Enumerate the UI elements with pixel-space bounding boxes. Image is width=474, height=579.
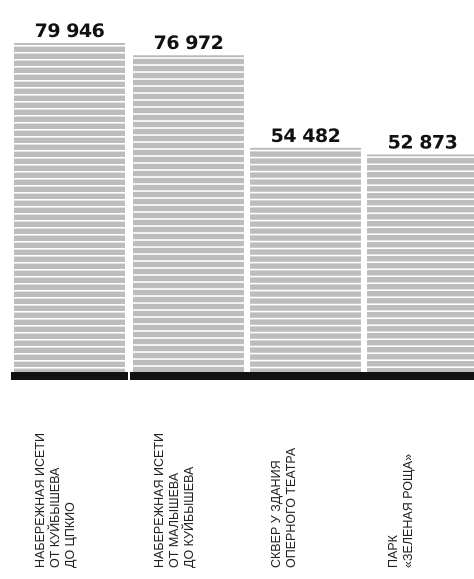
category-label-line: НАБЕРЕЖНАЯ ИСЕТИ [152, 433, 166, 568]
bar-baseline-2 [130, 372, 247, 380]
bar-3 [250, 147, 361, 372]
category-label-3: СКВЕР У ЗДАНИЯОПЕРНОГО ТЕАТРА [269, 447, 298, 568]
value-labels-group: 79 946 76 972 54 482 52 873 [35, 20, 458, 153]
bar-baseline-1 [11, 372, 128, 380]
category-label-line: ОТ КУЙБЫШЕВА [47, 467, 62, 568]
category-label-1: НАБЕРЕЖНАЯ ИСЕТИОТ КУЙБЫШЕВАДО ЦПКИО [33, 433, 77, 568]
category-label-2: НАБЕРЕЖНАЯ ИСЕТИОТ МАЛЫШЕВАДО КУЙБЫШЕВА [152, 433, 196, 568]
category-label-line: ОТ МАЛЫШЕВА [167, 472, 181, 568]
value-label-1: 79 946 [35, 20, 105, 42]
value-label-2: 76 972 [154, 32, 224, 54]
baselines-group [11, 372, 474, 380]
category-label-line: ДО ЦПКИО [63, 502, 77, 568]
category-labels-group: НАБЕРЕЖНАЯ ИСЕТИОТ КУЙБЫШЕВАДО ЦПКИО НАБЕ… [33, 433, 415, 568]
bar-1 [14, 43, 125, 372]
category-label-line: ПАРК [386, 534, 400, 568]
bars-group [14, 43, 474, 373]
category-label-line: НАБЕРЕЖНАЯ ИСЕТИ [33, 433, 47, 568]
value-label-3: 54 482 [271, 125, 341, 147]
bar-2 [133, 55, 244, 373]
bar-baseline-4 [364, 372, 474, 380]
bar-4 [367, 154, 474, 372]
category-label-4: ПАРК«ЗЕЛЕНАЯ РОЩА» [386, 454, 415, 568]
category-label-line: СКВЕР У ЗДАНИЯ [269, 460, 283, 568]
category-label-line: «ЗЕЛЕНАЯ РОЩА» [401, 454, 415, 568]
bar-baseline-3 [247, 372, 364, 380]
category-label-line: ДО КУЙБЫШЕВА [181, 466, 196, 568]
value-label-4: 52 873 [388, 131, 458, 153]
category-label-line: ОПЕРНОГО ТЕАТРА [284, 447, 298, 568]
